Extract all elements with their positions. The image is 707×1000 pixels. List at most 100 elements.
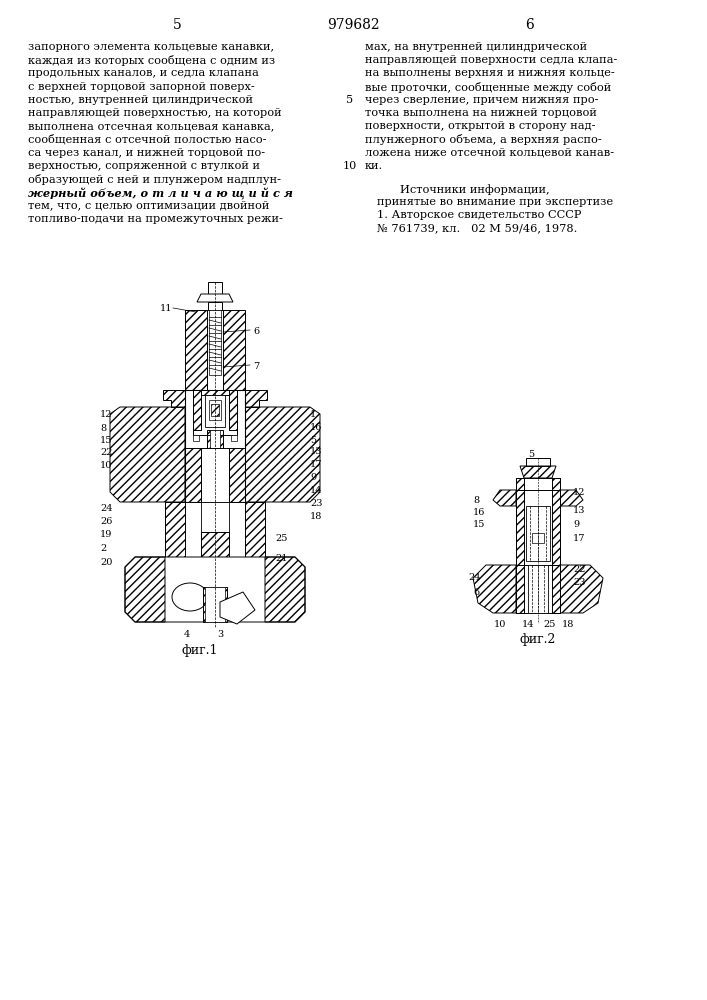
Polygon shape — [125, 557, 305, 622]
Text: 18: 18 — [562, 620, 574, 629]
Bar — [552, 478, 560, 490]
Text: продольных каналов, и седла клапана: продольных каналов, и седла клапана — [28, 68, 259, 78]
Bar — [516, 565, 524, 613]
Text: 8: 8 — [100, 424, 106, 433]
Bar — [516, 490, 560, 565]
Text: 12: 12 — [573, 488, 585, 497]
Bar — [210, 430, 220, 448]
Bar — [193, 390, 237, 435]
Bar — [185, 390, 245, 502]
Bar — [209, 310, 221, 375]
Text: 22: 22 — [100, 448, 112, 457]
Text: запорного элемента кольцевые канавки,: запорного элемента кольцевые канавки, — [28, 42, 274, 52]
Bar — [208, 302, 222, 310]
Bar — [552, 490, 560, 565]
Text: 17: 17 — [310, 460, 322, 469]
Text: 15: 15 — [100, 436, 112, 445]
Text: фиг.1: фиг.1 — [182, 644, 218, 657]
Bar — [516, 490, 524, 565]
Text: верхностью, сопряженной с втулкой и: верхностью, сопряженной с втулкой и — [28, 161, 260, 171]
Text: 5: 5 — [173, 18, 182, 32]
Text: 979682: 979682 — [327, 18, 380, 32]
Text: 26: 26 — [100, 517, 112, 526]
Text: 1. Авторское свидетельство СССР: 1. Авторское свидетельство СССР — [377, 210, 581, 220]
Bar — [193, 435, 199, 441]
Bar — [165, 502, 185, 557]
Text: ложена ниже отсечной кольцевой канав-: ложена ниже отсечной кольцевой канав- — [365, 148, 614, 158]
Text: 23: 23 — [310, 499, 322, 508]
Text: 10: 10 — [343, 161, 357, 171]
Text: 4: 4 — [184, 630, 190, 639]
Bar — [516, 478, 524, 490]
Bar — [231, 435, 237, 441]
Text: 5: 5 — [346, 95, 354, 105]
Bar — [201, 448, 229, 502]
Text: 14: 14 — [522, 620, 534, 629]
Bar — [209, 400, 221, 420]
Text: выполнена отсечная кольцевая канавка,: выполнена отсечная кольцевая канавка, — [28, 121, 274, 131]
Text: 24: 24 — [468, 573, 481, 582]
Text: вые проточки, сообщенные между собой: вые проточки, сообщенные между собой — [365, 82, 612, 93]
Text: топливо-подачи на промежуточных режи-: топливо-подачи на промежуточных режи- — [28, 214, 283, 224]
Text: плунжерного объема, а верхняя распо-: плунжерного объема, а верхняя распо- — [365, 134, 602, 145]
Text: 23: 23 — [573, 578, 585, 587]
Text: Источники информации,: Источники информации, — [400, 184, 549, 195]
Text: 9: 9 — [573, 520, 579, 529]
Bar — [245, 502, 265, 557]
Text: 16: 16 — [473, 508, 486, 517]
Text: 8: 8 — [473, 496, 479, 505]
Text: 6: 6 — [253, 327, 259, 336]
Bar — [165, 502, 265, 557]
Text: 20: 20 — [100, 558, 112, 567]
Text: 6: 6 — [473, 588, 479, 597]
Text: 5: 5 — [528, 450, 534, 459]
Text: ки.: ки. — [365, 161, 383, 171]
Text: са через канал, и нижней торцовой по-: са через канал, и нижней торцовой по- — [28, 148, 265, 158]
Bar — [516, 478, 560, 490]
Text: точка выполнена на нижней торцовой: точка выполнена на нижней торцовой — [365, 108, 597, 118]
Text: 2: 2 — [100, 544, 106, 553]
Text: сообщенная с отсечной полостью насо-: сообщенная с отсечной полостью насо- — [28, 134, 267, 145]
Bar — [552, 565, 560, 613]
Text: 10: 10 — [493, 620, 506, 629]
Text: 17: 17 — [573, 534, 585, 543]
Bar — [211, 404, 219, 416]
Bar — [201, 502, 229, 532]
Text: 10: 10 — [100, 461, 112, 470]
Text: через сверление, причем нижняя про-: через сверление, причем нижняя про- — [365, 95, 599, 105]
Text: с верхней торцовой запорной поверх-: с верхней торцовой запорной поверх- — [28, 82, 255, 92]
Text: на выполнены верхняя и нижняя кольце-: на выполнены верхняя и нижняя кольце- — [365, 68, 615, 78]
Text: 11: 11 — [160, 304, 173, 313]
Text: 18: 18 — [310, 512, 322, 521]
Polygon shape — [197, 294, 233, 302]
Text: 7: 7 — [253, 362, 259, 371]
Text: 13: 13 — [310, 447, 322, 456]
Bar — [526, 458, 550, 466]
Text: 12: 12 — [100, 410, 112, 419]
Bar — [528, 565, 548, 613]
Text: 14: 14 — [310, 486, 322, 495]
Text: 9: 9 — [310, 473, 316, 482]
Bar — [532, 533, 544, 543]
Text: каждая из которых сообщена с одним из: каждая из которых сообщена с одним из — [28, 55, 275, 66]
Bar — [223, 310, 245, 390]
Text: поверхности, открытой в сторону над-: поверхности, открытой в сторону над- — [365, 121, 595, 131]
Text: образующей с ней и плунжером надплун-: образующей с ней и плунжером надплун- — [28, 174, 281, 185]
Text: 5: 5 — [310, 436, 316, 445]
Text: 25: 25 — [275, 534, 287, 543]
Text: № 761739, кл.   02 М 59/46, 1978.: № 761739, кл. 02 М 59/46, 1978. — [377, 224, 578, 234]
Bar — [207, 310, 223, 390]
Text: 19: 19 — [100, 530, 112, 539]
Bar — [205, 587, 225, 622]
Text: 16: 16 — [310, 423, 322, 432]
Bar — [193, 390, 201, 430]
Text: направляющей поверхностью, на которой: направляющей поверхностью, на которой — [28, 108, 281, 118]
Text: тем, что, с целью оптимизации двойной: тем, что, с целью оптимизации двойной — [28, 200, 269, 210]
Text: 6: 6 — [525, 18, 534, 32]
Text: жерный объем, о т л и ч а ю щ и й с я: жерный объем, о т л и ч а ю щ и й с я — [28, 187, 293, 199]
Bar — [229, 448, 245, 502]
Text: 13: 13 — [573, 506, 585, 515]
Bar — [229, 390, 237, 430]
Text: 15: 15 — [473, 520, 486, 529]
Text: 22: 22 — [573, 565, 585, 574]
